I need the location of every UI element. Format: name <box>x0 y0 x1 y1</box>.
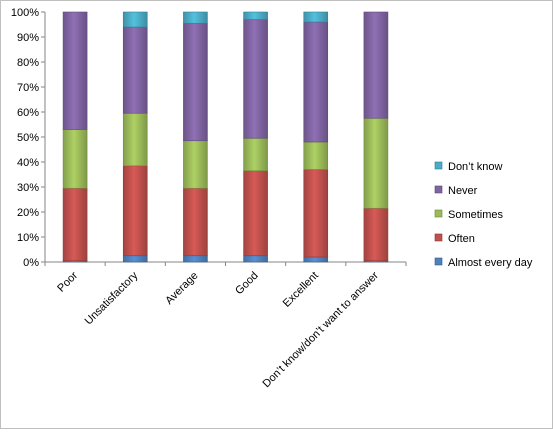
bar-segment-sometimes <box>243 137 268 172</box>
bar-segment-never <box>363 11 389 119</box>
y-tick-label: 10% <box>17 232 39 244</box>
bar-segment-almost-every-day <box>303 256 329 263</box>
bar-segment-sometimes <box>122 112 148 167</box>
bar-segment-almost-every-day <box>183 255 208 263</box>
bar-segment-never <box>183 22 208 142</box>
legend-swatch <box>434 209 443 218</box>
bar-segment-often <box>363 207 389 262</box>
bar-segment-sometimes <box>183 140 208 189</box>
x-tick-label: Unsatisfactory <box>83 269 141 327</box>
y-tick-label: 100% <box>11 7 39 19</box>
bar-segment-never <box>62 11 88 130</box>
bar-segment-almost-every-day <box>122 255 148 263</box>
x-tick-label: Don’t know/don’t want to answer <box>261 269 382 390</box>
x-tick-label: Average <box>163 270 200 307</box>
y-tick-label: 40% <box>17 157 39 169</box>
y-tick-label: 0% <box>23 257 39 269</box>
y-tick-label: 60% <box>17 107 39 119</box>
bar-segment-sometimes <box>303 141 329 170</box>
bar-segment-never <box>303 21 329 143</box>
legend-swatch <box>434 233 443 242</box>
bar-segment-sometimes <box>363 117 389 209</box>
bar-segment-often <box>122 165 148 257</box>
bar-segment-sometimes <box>62 129 88 189</box>
bar-segment-never <box>122 26 148 114</box>
bar-segment-don-t-know <box>122 11 148 28</box>
bar-segment-often <box>62 187 88 262</box>
x-tick-label: Excellent <box>281 270 321 310</box>
legend-label: Almost every day <box>448 257 533 269</box>
y-tick-label: 30% <box>17 182 39 194</box>
bar-segment-don-t-know <box>303 11 329 23</box>
legend-swatch <box>434 185 443 194</box>
bar-segment-almost-every-day <box>243 255 268 263</box>
y-tick-label: 90% <box>17 32 39 44</box>
y-tick-label: 50% <box>17 132 39 144</box>
bar-segment-often <box>183 187 208 257</box>
legend-label: Never <box>448 185 478 197</box>
y-tick-label: 20% <box>17 207 39 219</box>
x-tick-label: Good <box>233 270 261 298</box>
y-tick-label: 80% <box>17 57 39 69</box>
bar-segment-don-t-know <box>183 11 208 24</box>
y-tick-label: 70% <box>17 82 39 94</box>
legend-swatch <box>434 161 443 170</box>
legend-label: Don’t know <box>448 161 502 173</box>
legend-label: Often <box>448 233 475 245</box>
bar-segment-often <box>243 170 268 257</box>
bar-segment-never <box>243 19 268 139</box>
legend-swatch <box>434 257 443 266</box>
bar-segment-don-t-know <box>243 11 268 20</box>
x-tick-label: Poor <box>55 269 80 294</box>
bar-segment-often <box>303 169 329 258</box>
legend-label: Sometimes <box>448 209 504 221</box>
